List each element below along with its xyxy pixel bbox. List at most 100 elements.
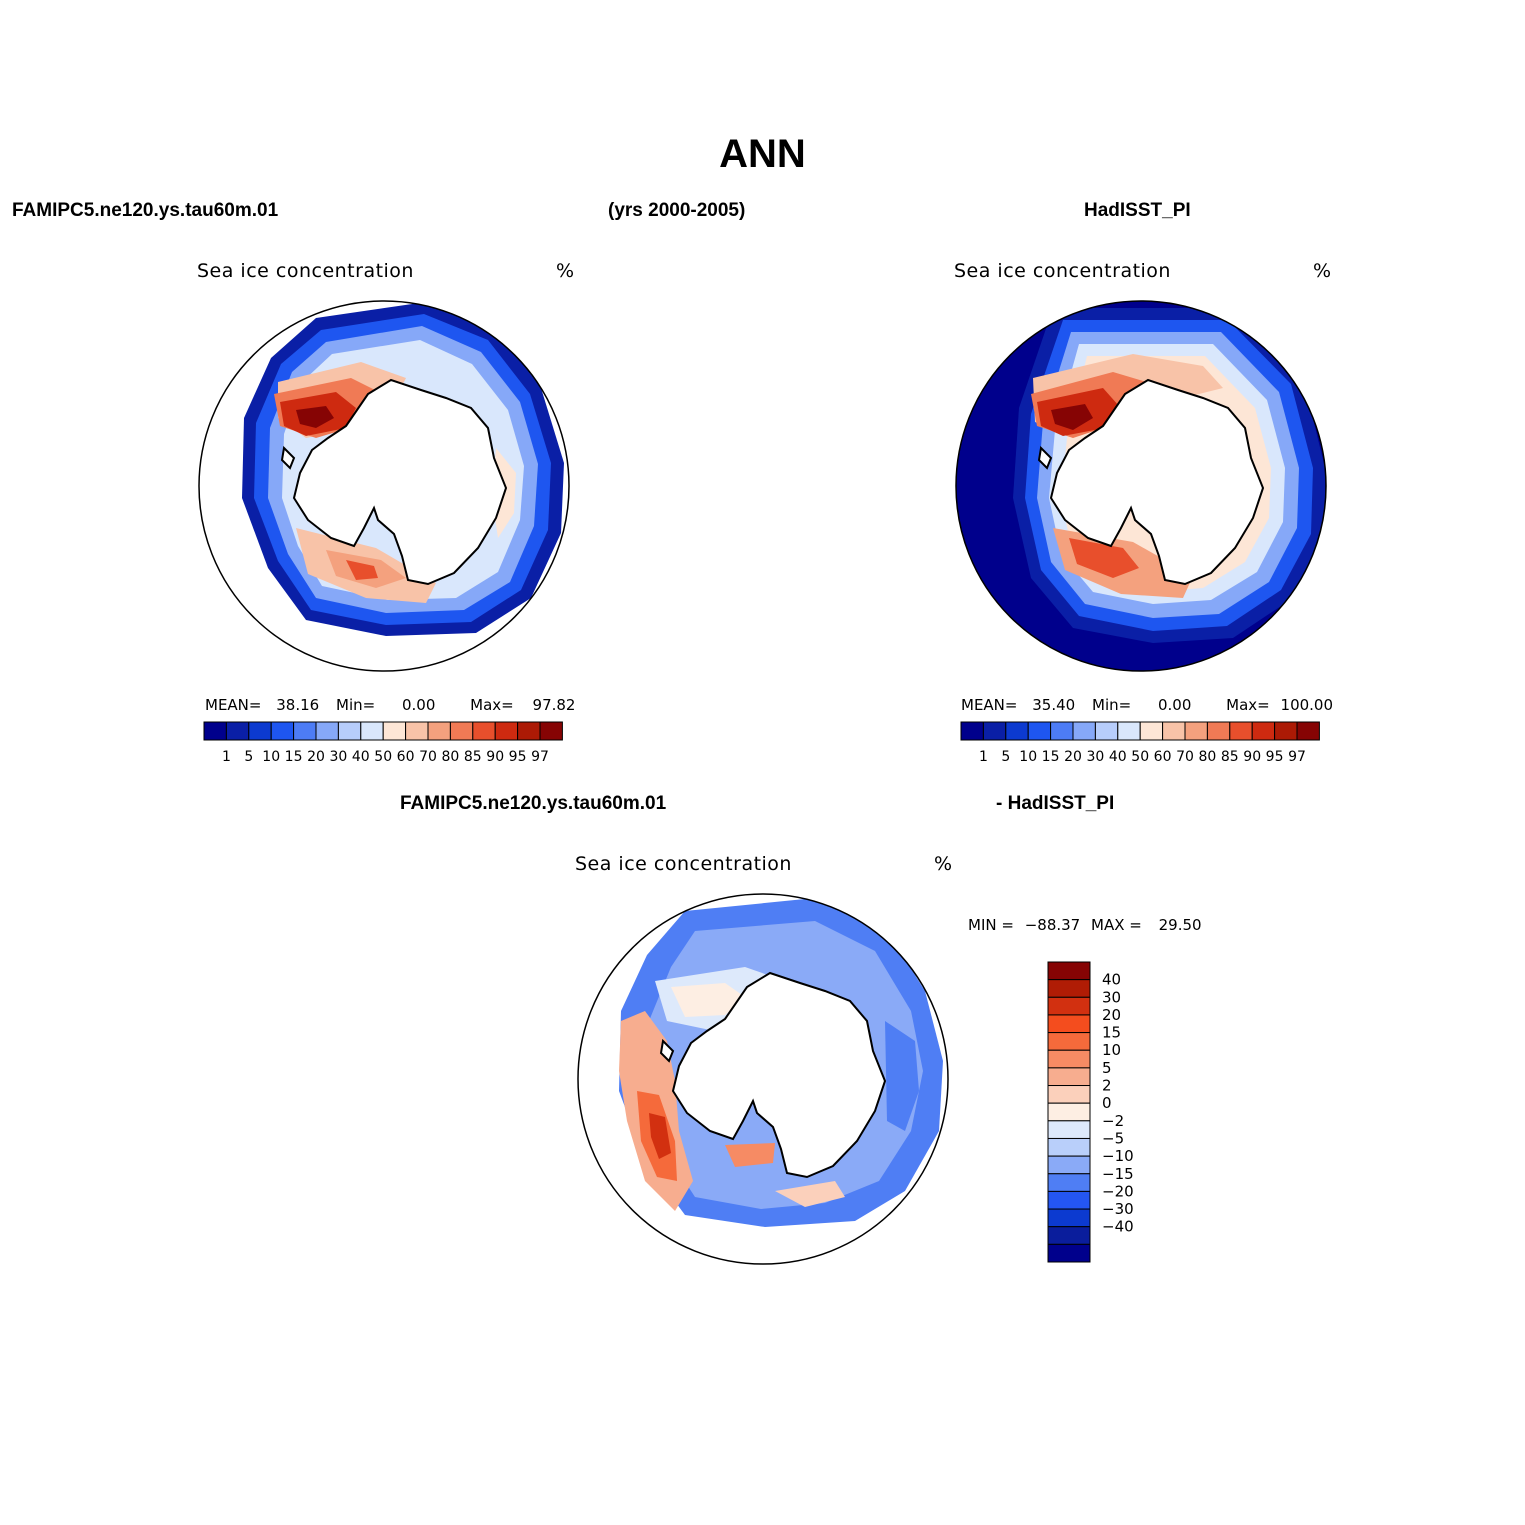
panel1-colorbar-tick-label: 70 (419, 749, 437, 765)
panel2-colorbar-tick-label: 95 (1266, 749, 1284, 765)
panel2-colorbar-tick-label: 40 (1109, 749, 1127, 765)
panel1-colorbar-swatch (337, 721, 362, 741)
panel1-stats: MEAN= 38.16 Min= 0.00 Max= 97.82 (205, 696, 575, 714)
diff-stats: MIN = −88.37 MAX = 29.50 (968, 916, 1202, 934)
panel2-colorbar-tick-label: 15 (1042, 749, 1060, 765)
diff-colorbar-swatch (1047, 1190, 1091, 1210)
diff-colorbar-tick-label: 40 (1102, 971, 1121, 989)
panel2-min-label: Min= (1092, 696, 1132, 714)
panel2-colorbar-swatch (1005, 721, 1029, 741)
diff-colorbar-tick-label: 20 (1102, 1006, 1121, 1024)
diff-colorbar-tick-label: −15 (1102, 1165, 1134, 1183)
panel1-colorbar-tick-label: 15 (285, 749, 303, 765)
panel2-colorbar-tick-label: 97 (1288, 749, 1306, 765)
diff-obs-label: - HadISST_PI (996, 793, 1115, 814)
panel2-min-value: 0.00 (1157, 696, 1192, 714)
panel1-colorbar-swatch (382, 721, 407, 741)
diff-colorbar-tick-label: −40 (1102, 1218, 1134, 1236)
panel1-colorbar-tick-label: 90 (486, 749, 504, 765)
panel1-polar-map (198, 300, 570, 672)
panel2-colorbar-swatch (1274, 721, 1298, 741)
panel1-colorbar-tick-label: 85 (464, 749, 482, 765)
diff-colorbar-tick-label: 0 (1102, 1094, 1112, 1112)
panel2-mean-value: 35.40 (1032, 696, 1076, 714)
panel2-colorbar-swatch (1050, 721, 1074, 741)
panel1-max-value: 97.82 (532, 696, 576, 714)
panel1-antarctica-outline (292, 378, 508, 586)
diff-colorbar-tick-label: −2 (1102, 1112, 1124, 1130)
panel2-stats: MEAN= 35.40 Min= 0.00 Max= 100.00 (961, 696, 1333, 714)
panel2-colorbar-tick-label: 5 (1001, 749, 1010, 765)
panel2-colorbar-swatch (1162, 721, 1186, 741)
diff-min-value: −88.37 (1024, 916, 1081, 934)
panel1-colorbar-tick-label: 1 (222, 749, 231, 765)
panel2-colorbar-swatch (1229, 721, 1253, 741)
panel2-colorbar-swatch (1184, 721, 1208, 741)
panel1-colorbar-tick-label: 50 (374, 749, 392, 765)
panel2-colorbar-tick-label: 90 (1243, 749, 1261, 765)
panel2-colorbar-tick-label: 30 (1086, 749, 1104, 765)
panel1-mean-value: 38.16 (276, 696, 320, 714)
diff-colorbar-swatch (1047, 996, 1091, 1016)
panel2-colorbar: 1 5 10 15 20 30 40 50 60 70 80 85 90 95 97 (960, 721, 1320, 765)
panel2-colorbar-tick-label: 20 (1064, 749, 1082, 765)
diff-max-label: MAX = (1091, 916, 1142, 934)
panel2-polar-map (955, 300, 1327, 672)
diff-colorbar-swatch (1047, 1243, 1091, 1263)
panel1-colorbar-swatch (360, 721, 384, 741)
diff-colorbar-swatch (1047, 1014, 1091, 1034)
diff-model-label: FAMIPC5.ne120.ys.tau60m.01 (400, 793, 667, 814)
panel2-colorbar-swatch (1027, 721, 1052, 741)
panel2-colorbar-swatch (1251, 721, 1276, 741)
diff-colorbar-tick-label: −5 (1102, 1129, 1124, 1147)
panel2-colorbar-tick-label: 80 (1198, 749, 1216, 765)
diff-colorbar-swatch (1047, 1137, 1091, 1157)
panel1-colorbar-swatch (270, 721, 295, 741)
panel1-colorbar-tick-label: 40 (352, 749, 370, 765)
panel1-colorbar-tick-label: 60 (397, 749, 415, 765)
panel1-colorbar-swatch (203, 721, 227, 741)
diff-panel-units: % (934, 853, 953, 875)
diff-colorbar-swatch (1047, 1120, 1091, 1139)
panel2-colorbar-tick-label: 60 (1154, 749, 1172, 765)
diff-colorbar-tick-label: 10 (1102, 1041, 1121, 1059)
diff-colorbar-swatch (1047, 1085, 1091, 1104)
diff-colorbar-tick-label: −20 (1102, 1182, 1134, 1200)
panel2-map-boundary (955, 300, 1327, 672)
panel1-min-value: 0.00 (401, 696, 436, 714)
panel2-antarctica-outline (1049, 378, 1265, 586)
panel1-colorbar-swatch (472, 721, 496, 741)
years-label: (yrs 2000-2005) (608, 200, 746, 221)
panel1-units: % (556, 260, 575, 282)
panel1-colorbar-swatch (315, 721, 339, 741)
diff-colorbar-swatch (1047, 1173, 1091, 1192)
panel2-colorbar-swatch (1072, 721, 1096, 741)
panel1-max-label: Max= (470, 696, 514, 714)
model-case-label: FAMIPC5.ne120.ys.tau60m.01 (12, 200, 279, 221)
diff-max-value: 29.50 (1158, 916, 1202, 934)
panel1-colorbar-swatch (449, 721, 474, 741)
panel2-mean-label: MEAN= (961, 696, 1018, 714)
panel2-colorbar-tick-label: 1 (979, 749, 988, 765)
diff-colorbar-tick-label: −30 (1102, 1200, 1134, 1218)
diff-antarctica-outline (671, 971, 887, 1179)
panel2-colorbar-swatch (1117, 721, 1141, 741)
panel1-colorbar: 1 5 10 15 20 30 40 50 60 70 80 85 90 95 97 (203, 721, 563, 765)
panel2-colorbar-tick-label: 10 (1019, 749, 1037, 765)
panel1-colorbar-swatch (494, 721, 519, 741)
panel2-colorbar-swatch (1094, 721, 1119, 741)
panel1-colorbar-swatch (539, 721, 563, 741)
panel2-colorbar-swatch (960, 721, 984, 741)
diff-polar-map (577, 893, 949, 1265)
panel1-colorbar-swatch (427, 721, 451, 741)
panel1-colorbar-tick-label: 30 (329, 749, 347, 765)
panel2-colorbar-swatch (1296, 721, 1320, 741)
panel1-colorbar-tick-label: 5 (244, 749, 253, 765)
diff-panel-title: Sea ice concentration (575, 853, 792, 875)
diff-min-label: MIN = (968, 916, 1014, 934)
panel2-units: % (1313, 260, 1332, 282)
obs-case-label: HadISST_PI (1084, 200, 1191, 221)
diff-colorbar-swatch (1047, 979, 1091, 998)
diff-colorbar-swatch (1047, 1155, 1091, 1175)
